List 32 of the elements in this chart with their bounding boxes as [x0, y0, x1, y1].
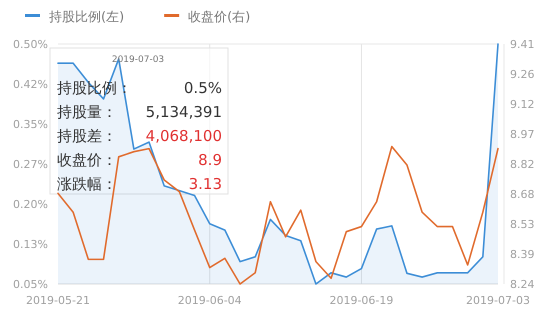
y2-tick-label: 9.12 [510, 98, 534, 111]
y2-tick-label: 8.24 [510, 278, 534, 291]
y-tick-label: 0.20% [13, 198, 48, 211]
annotation: 5,134,391 [146, 103, 222, 121]
annotation: 3.13 [188, 175, 222, 193]
y-tick-label: 0.27% [13, 158, 48, 171]
annotation: 收盘价： [57, 151, 117, 169]
y-tick-label: 0.42% [13, 78, 48, 91]
legend-label: 持股比例(左) [49, 10, 124, 25]
y2-tick-label: 9.26 [510, 68, 534, 81]
y-tick-label: 0.50% [13, 38, 48, 51]
legend-label: 收盘价(右) [188, 10, 250, 25]
y2-tick-label: 8.82 [510, 158, 534, 171]
y2-tick-label: 9.41 [510, 38, 534, 51]
y2-tick-label: 8.97 [510, 128, 534, 141]
y-tick-label: 0.13% [13, 238, 48, 251]
x-tick-label: 2019-06-19 [329, 294, 394, 307]
y2-tick-label: 8.53 [510, 218, 534, 231]
x-tick-label: 2019-07-03 [466, 294, 530, 307]
annotation: 持股差： [57, 127, 117, 145]
x-tick-label: 2019-06-04 [178, 294, 242, 307]
y-tick-label: 0.05% [13, 278, 48, 291]
annotation: 8.9 [198, 151, 222, 169]
annotation: 涨跌幅： [57, 175, 117, 193]
annotation: 持股量： [57, 103, 117, 121]
y2-tick-label: 8.39 [510, 248, 534, 261]
annotation: 4,068,100 [146, 127, 222, 145]
x-tick-label: 2019-05-21 [26, 294, 90, 307]
y-tick-label: 0.35% [13, 118, 48, 131]
y2-tick-label: 8.68 [510, 188, 534, 201]
annotation: 0.5% [184, 79, 222, 97]
line-series [57, 146, 499, 285]
